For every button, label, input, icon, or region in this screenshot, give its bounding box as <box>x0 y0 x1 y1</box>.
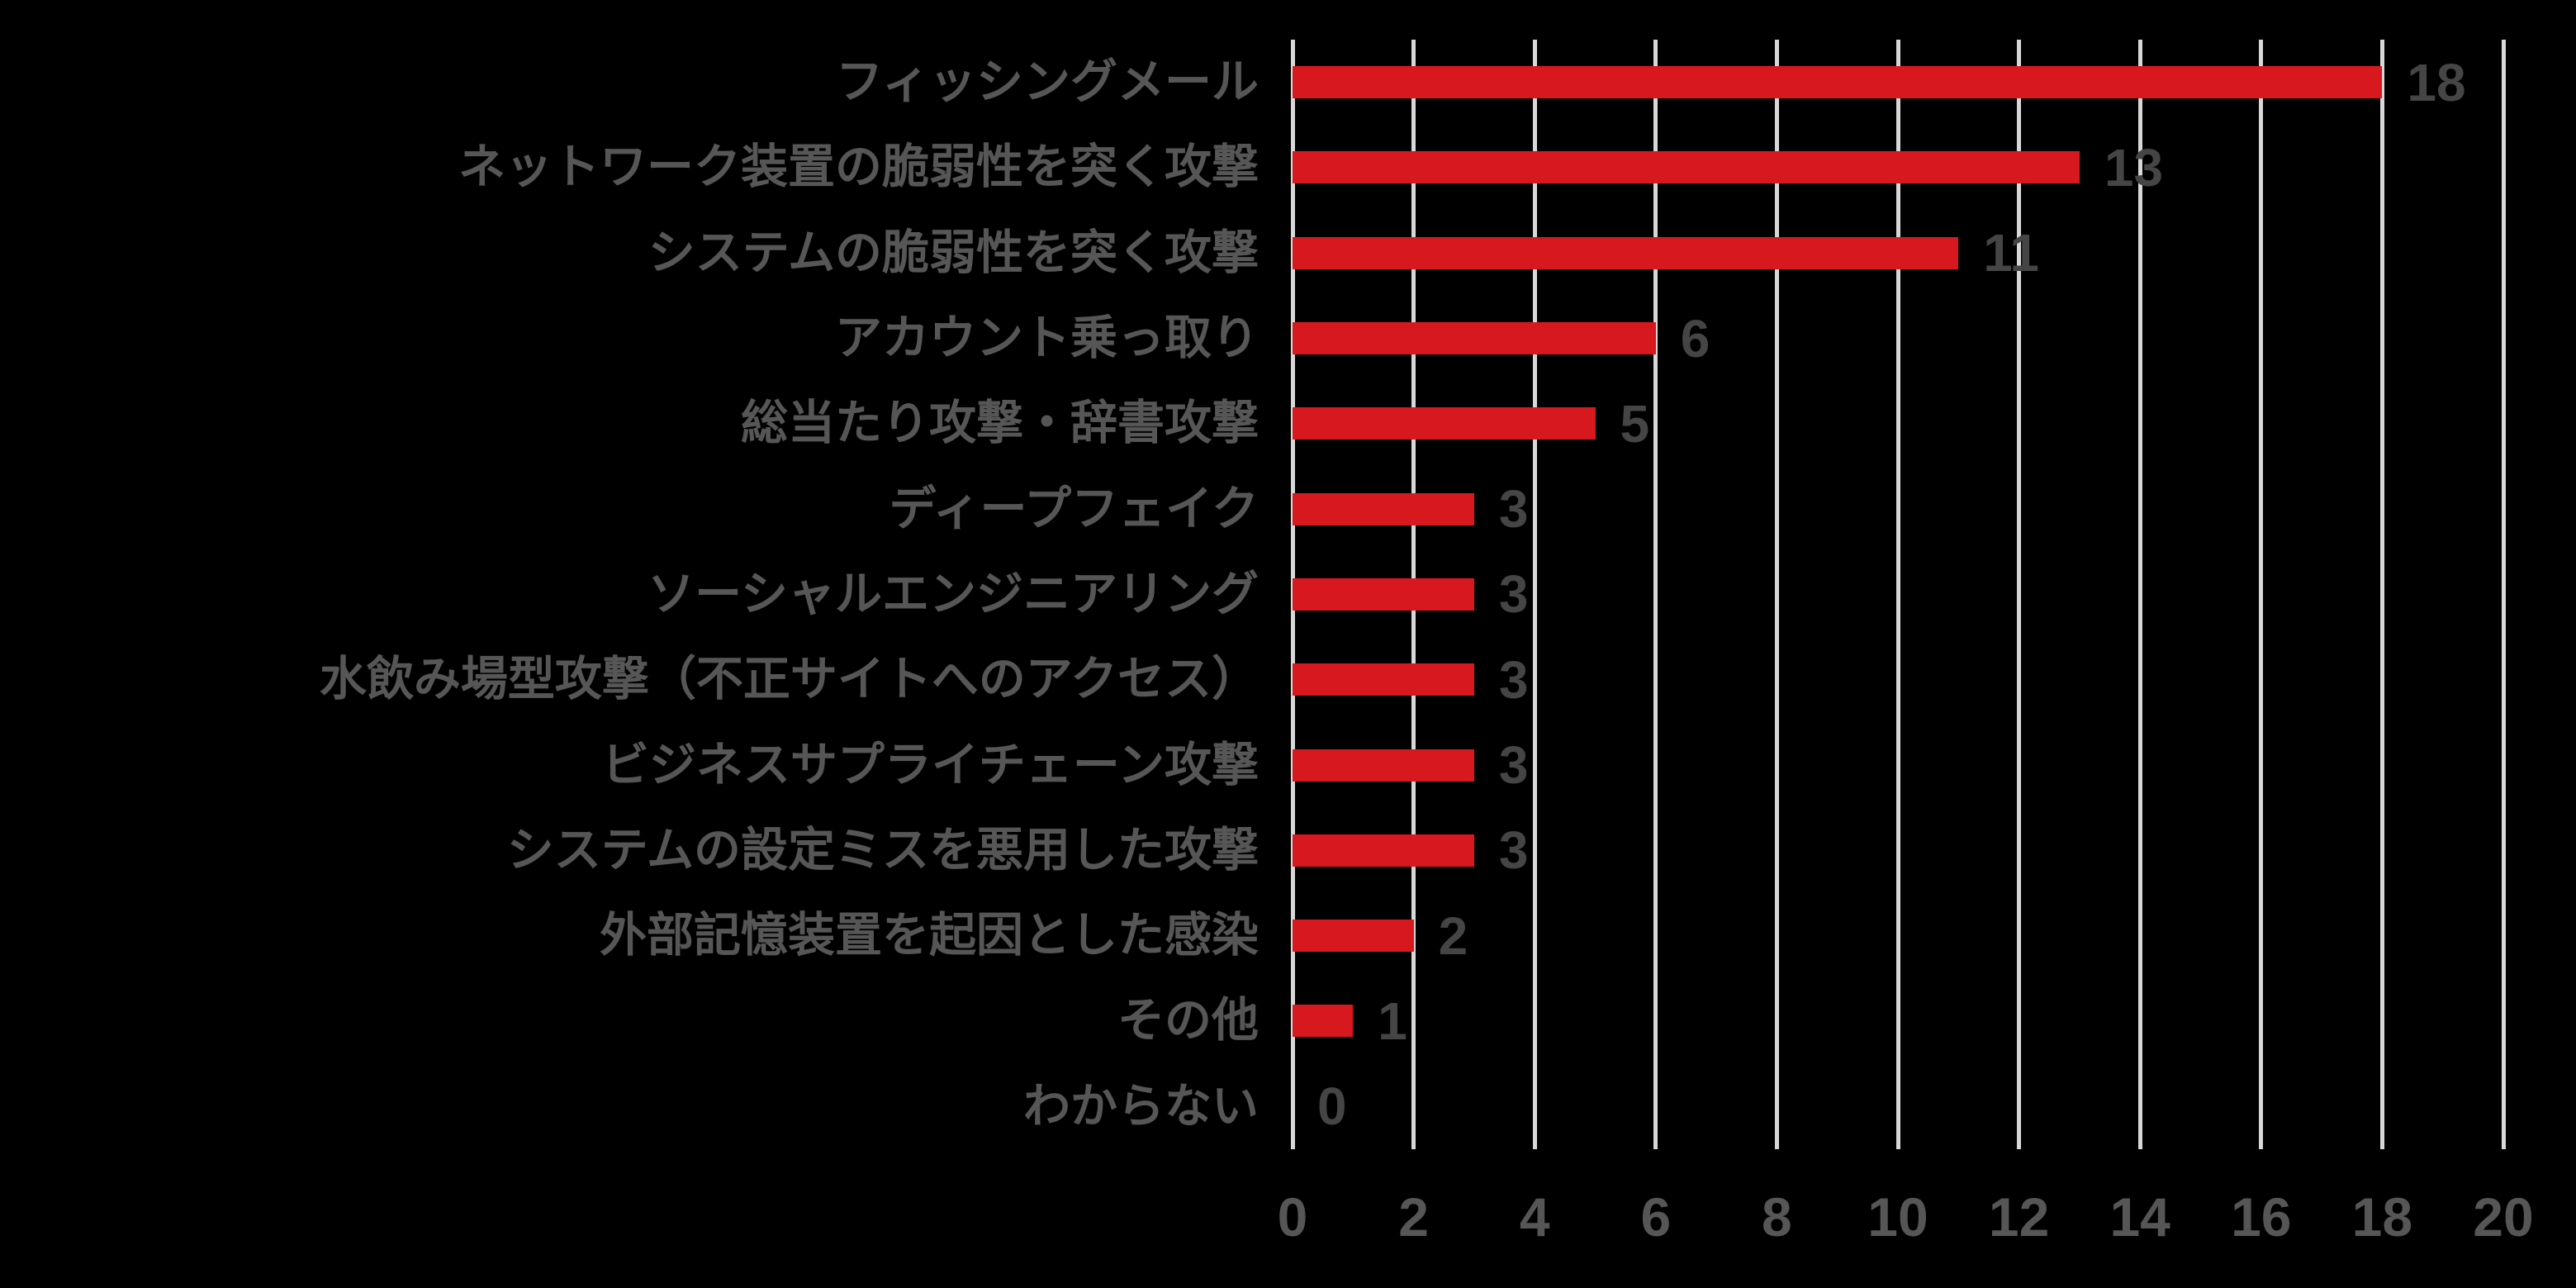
gridline-8 <box>1774 40 1779 1149</box>
value-label: 18 <box>2407 52 2466 112</box>
value-label: 5 <box>1620 393 1650 454</box>
category-label: 水飲み場型攻撃（不正サイトへのアクセス） <box>319 653 1259 706</box>
bar <box>1293 577 1474 611</box>
value-label: 11 <box>1983 223 2039 283</box>
category-label: システムの設定ミスを悪用した攻撃 <box>506 823 1259 877</box>
bar <box>1293 749 1474 782</box>
x-axis-tick-label: 14 <box>2109 1186 2170 1248</box>
x-axis-tick-label: 10 <box>1867 1186 1928 1248</box>
x-axis-tick-label: 0 <box>1277 1186 1308 1248</box>
gridline-6 <box>1653 40 1658 1149</box>
x-axis-tick-label: 6 <box>1640 1186 1672 1248</box>
value-label: 2 <box>1438 905 1468 966</box>
category-label: 総当たり攻撃・辞書攻撃 <box>741 397 1259 450</box>
category-label: ビジネスサプライチェーン攻撃 <box>601 738 1259 791</box>
gridline-16 <box>2259 40 2264 1149</box>
x-axis-tick-label: 20 <box>2473 1186 2534 1248</box>
bar <box>1293 834 1474 867</box>
x-axis-tick-label: 16 <box>2231 1186 2292 1248</box>
gridline-14 <box>2137 40 2142 1149</box>
value-label: 0 <box>1317 1077 1347 1137</box>
value-label: 3 <box>1498 479 1529 539</box>
category-label: ソーシャルエンジニアリング <box>648 567 1259 620</box>
gridline-4 <box>1532 40 1537 1149</box>
value-label: 6 <box>1680 308 1710 368</box>
value-label: 3 <box>1498 649 1529 710</box>
bar <box>1293 322 1656 355</box>
x-axis-tick-label: 2 <box>1398 1186 1429 1248</box>
gridline-20 <box>2501 40 2506 1149</box>
bar <box>1293 236 1959 269</box>
bar <box>1293 66 2383 99</box>
category-label: ネットワーク装置の脆弱性を突く攻撃 <box>458 140 1259 194</box>
bar <box>1293 151 2080 184</box>
value-label: 3 <box>1498 564 1529 625</box>
gridline-18 <box>2379 40 2384 1149</box>
value-label: 1 <box>1378 991 1407 1051</box>
value-label: 3 <box>1498 820 1529 881</box>
x-axis-tick-label: 12 <box>1988 1186 2050 1248</box>
category-label: アカウント乗っ取り <box>835 311 1259 365</box>
x-axis-tick-label: 8 <box>1762 1186 1792 1248</box>
category-label: ディープフェイク <box>889 482 1259 535</box>
gridline-12 <box>2017 40 2022 1149</box>
value-label: 3 <box>1498 735 1529 796</box>
category-label: システムの脆弱性を突く攻撃 <box>648 226 1259 279</box>
x-axis-tick-label: 18 <box>2351 1186 2413 1248</box>
category-label: わからない <box>1023 1079 1259 1133</box>
category-label: フィッシングメール <box>836 55 1259 109</box>
category-label: 外部記憶装置を起因とした感染 <box>600 909 1259 962</box>
value-label: 13 <box>2104 137 2164 197</box>
bar <box>1293 407 1596 440</box>
bar <box>1293 663 1474 696</box>
bar <box>1293 920 1414 953</box>
x-axis-tick-label: 4 <box>1519 1186 1550 1248</box>
bar <box>1293 492 1474 525</box>
gridline-10 <box>1895 40 1900 1149</box>
category-label: その他 <box>1117 994 1259 1048</box>
bar <box>1293 1005 1354 1038</box>
